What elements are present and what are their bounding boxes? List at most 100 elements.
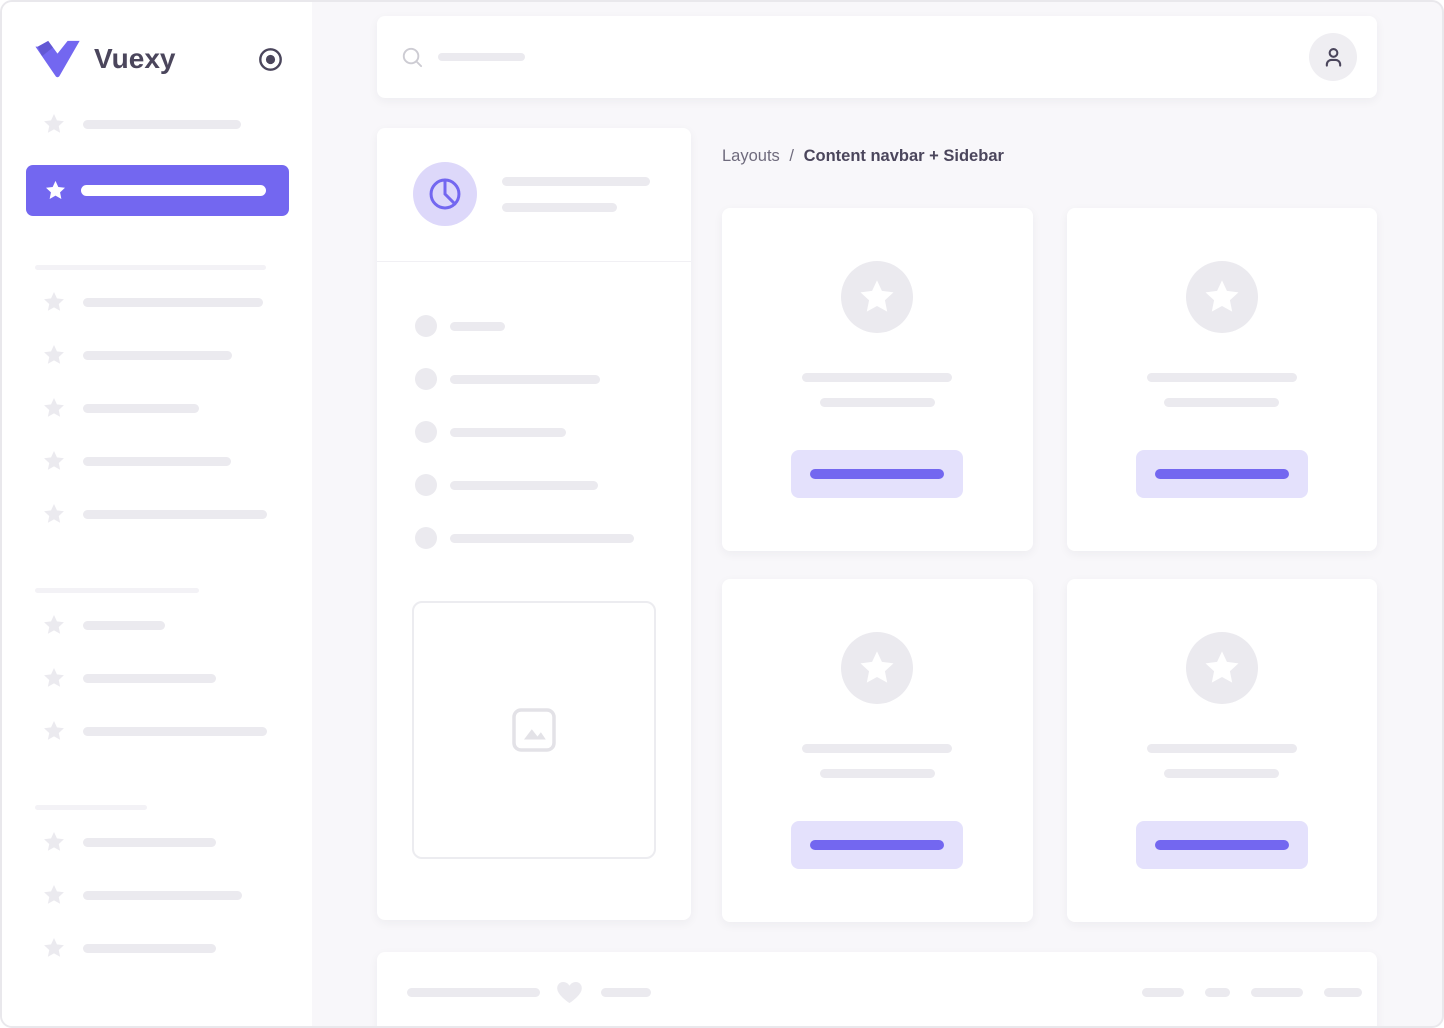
skeleton-bar [502,176,650,186]
bullet-circle [415,527,437,549]
sidebar-item[interactable] [42,396,268,420]
list-item[interactable] [415,368,691,390]
breadcrumb-link[interactable]: Layouts [722,147,780,165]
sidebar-item[interactable] [42,502,268,526]
list-item[interactable] [415,421,691,443]
skeleton-bar [83,403,199,413]
skeleton-bar [450,533,634,543]
panel-header [377,128,691,262]
skeleton-bar [450,374,600,384]
footer-link-bar[interactable] [1205,987,1230,997]
sidebar-item[interactable] [42,936,268,960]
skeleton-bar [1164,398,1280,407]
footer-link-bar[interactable] [1142,987,1184,997]
sidebar-item[interactable] [42,830,268,854]
skeleton-bar [81,185,266,196]
sidebar-item-active[interactable] [26,165,289,216]
demo-card [722,579,1033,922]
star-icon [42,719,66,743]
skeleton-bar [502,202,617,212]
list-item[interactable] [415,315,691,337]
star-badge [1185,261,1258,333]
skeleton-bar [802,373,953,382]
skeleton-bar [601,987,651,997]
top-navbar [377,16,1377,98]
sidebar-item[interactable] [42,719,268,743]
sidebar-item[interactable] [42,883,268,907]
footer-link-bar[interactable] [1324,987,1362,997]
star-icon [44,179,67,202]
bullet-circle [415,474,437,496]
star-icon [42,343,66,367]
skeleton-bar [83,943,216,953]
radio-circle-icon[interactable] [258,47,283,72]
sidebar-header: Vuexy [2,2,312,78]
sidebar-item[interactable] [42,290,268,314]
skeleton-bar [83,509,267,519]
sidebar-item[interactable] [42,613,268,637]
sidebar-section [2,265,312,526]
sidebar-item[interactable] [42,666,268,690]
skeleton-bar [802,744,953,753]
button-label-bar [1154,840,1289,850]
footer-links [1142,987,1362,997]
card-button[interactable] [1135,821,1308,869]
sidebar-item[interactable] [42,112,268,136]
star-icon [1205,280,1239,312]
skeleton-bar [1164,769,1280,778]
card-button[interactable] [1135,450,1308,498]
star-icon [42,830,66,854]
bullet-circle [415,421,437,443]
image-icon [512,708,556,752]
skeleton-bar [83,726,267,736]
skeleton-bar [1146,744,1297,753]
skeleton-bar [83,119,241,129]
star-badge [841,261,914,333]
search-input[interactable] [438,53,525,61]
skeleton-bar [450,480,598,490]
star-icon [42,666,66,690]
card-button[interactable] [791,821,964,869]
content-column: Layouts / Content navbar + Sidebar [722,128,1377,922]
side-panel-card [377,128,691,920]
footer-link-bar[interactable] [1251,987,1303,997]
section-divider [35,265,266,270]
demo-card [1066,579,1377,922]
star-icon [42,502,66,526]
list-item[interactable] [415,474,691,496]
section-divider [35,588,199,593]
skeleton-bar [819,398,935,407]
sidebar-section [2,588,312,743]
sidebar: Vuexy [2,2,312,1026]
main-content: Layouts / Content navbar + Sidebar [377,2,1377,1026]
star-icon [42,936,66,960]
skeleton-bar [83,456,231,466]
skeleton-bar [83,673,216,683]
demo-card [1066,208,1377,551]
card-button[interactable] [791,450,964,498]
bullet-circle [415,315,437,337]
skeleton-bar [450,427,566,437]
skeleton-bar [83,350,232,360]
search-icon[interactable] [401,46,424,69]
sidebar-item[interactable] [42,343,268,367]
sidebar-section [2,805,312,960]
pie-chart-icon [413,162,477,226]
vuexy-logo-icon [34,40,81,78]
bullet-circle [415,368,437,390]
star-icon [1205,651,1239,683]
breadcrumb-current: Content navbar + Sidebar [803,147,1004,165]
skeleton-bar [83,620,165,630]
brand-title: Vuexy [94,43,176,74]
skeleton-bar [819,769,935,778]
star-icon [42,290,66,314]
sidebar-item[interactable] [42,449,268,473]
user-icon [1325,47,1341,67]
breadcrumb-separator: / [789,147,794,165]
list-item[interactable] [415,527,691,549]
button-label-bar [810,469,945,479]
skeleton-bar [83,837,216,847]
user-avatar[interactable] [1309,33,1357,81]
button-label-bar [810,840,945,850]
